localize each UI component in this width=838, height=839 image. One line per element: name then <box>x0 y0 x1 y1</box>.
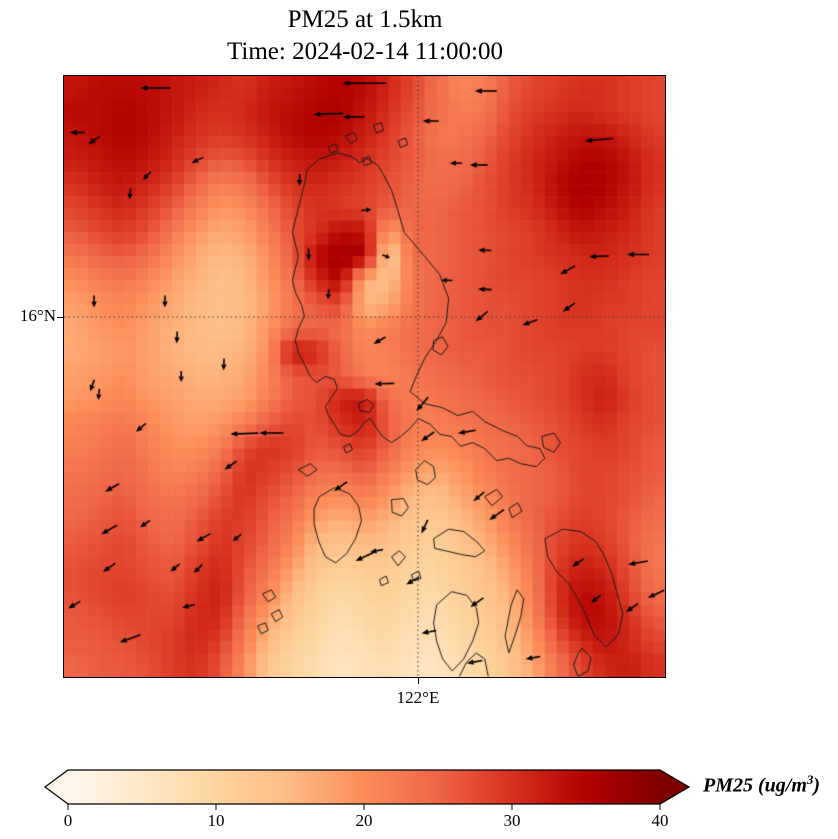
colorbar <box>44 769 690 810</box>
colorbar-tick-label-20: 20 <box>355 811 373 830</box>
colorbar-tick-label-0: 0 <box>63 811 73 830</box>
lat-tick-label: 16°N <box>19 306 56 325</box>
pm25-heatmap-canvas <box>64 76 665 677</box>
plot-subtitle: Time: 2024-02-14 11:00:00 <box>227 38 503 65</box>
map-panel <box>63 75 666 678</box>
lat-tick-mark <box>57 317 63 318</box>
colorbar-label-close: ) <box>813 774 821 797</box>
colorbar-label-text: PM25 (ug/m <box>703 774 807 797</box>
colorbar-gradient-bar <box>44 769 690 805</box>
colorbar-tick-label-30: 30 <box>503 811 521 830</box>
colorbar-tick-label-10: 10 <box>207 811 225 830</box>
lon-tick-label: 122°E <box>396 688 440 707</box>
colorbar-tick-label-40: 40 <box>651 811 669 830</box>
colorbar-label-sup: 3 <box>806 772 814 787</box>
colorbar-ticks <box>67 804 661 810</box>
plot-title: PM25 at 1.5km <box>287 6 443 33</box>
lon-tick-mark <box>418 678 419 684</box>
colorbar-label: PM25 (ug/m3) <box>703 772 820 798</box>
